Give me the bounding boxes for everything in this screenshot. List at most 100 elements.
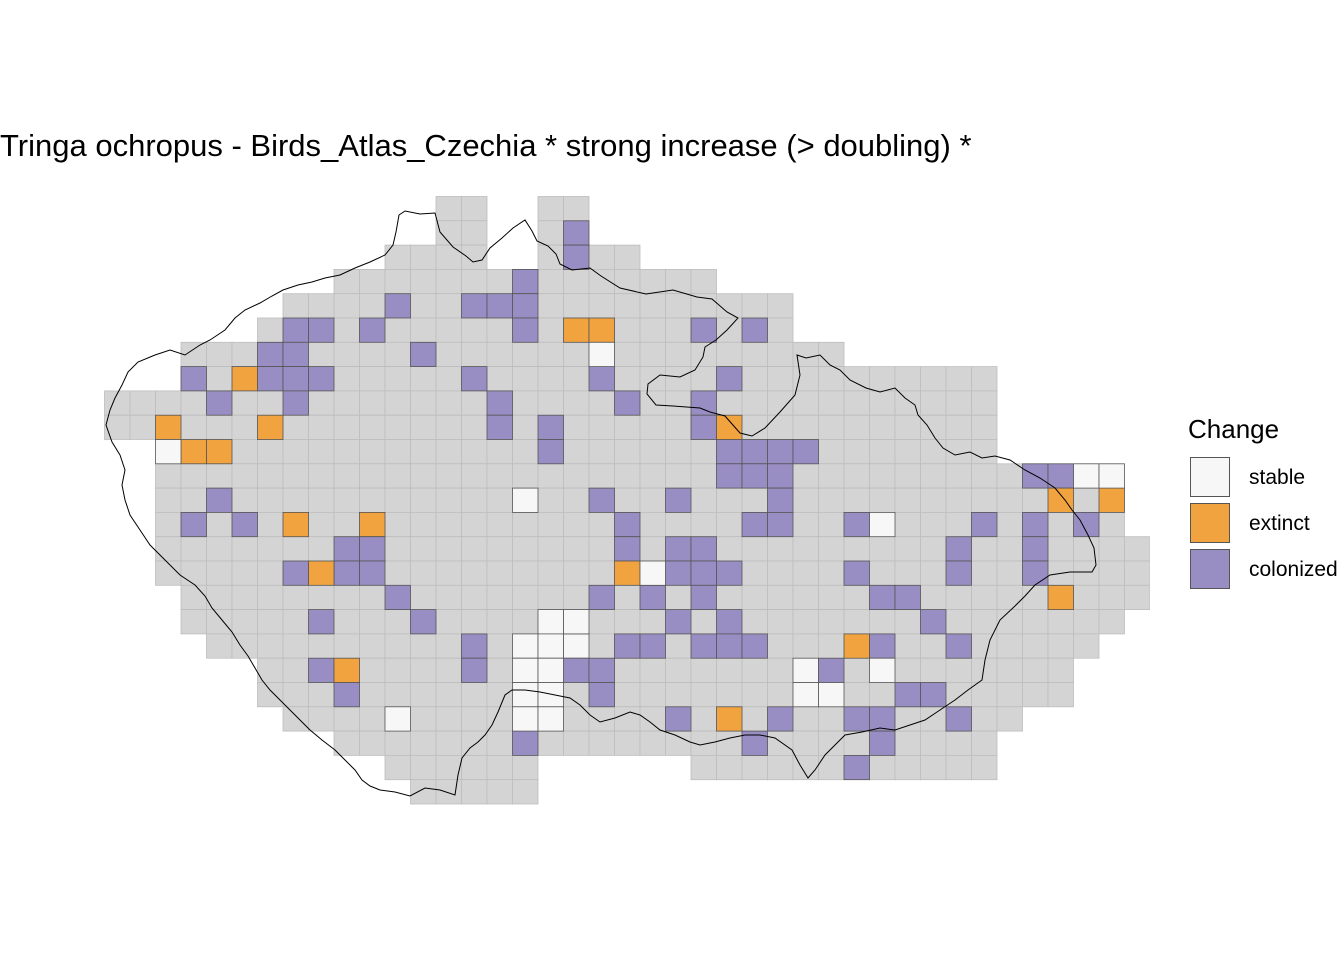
- grid-cell: [716, 341, 743, 367]
- grid-cell: [971, 633, 998, 659]
- grid-cell: [792, 341, 819, 367]
- grid-cell: [435, 390, 462, 416]
- cell-colonized: [690, 414, 717, 440]
- grid-cell: [818, 633, 845, 659]
- grid-cell: [410, 560, 437, 586]
- grid-cell: [588, 244, 615, 270]
- grid-cell: [129, 390, 156, 416]
- grid-cell: [716, 317, 743, 343]
- cell-stable: [512, 487, 539, 513]
- cell-colonized: [843, 755, 870, 781]
- grid-cell: [971, 463, 998, 489]
- grid-cell: [206, 560, 233, 586]
- cell-colonized: [945, 536, 972, 562]
- grid-cell: [563, 512, 590, 538]
- cell-colonized: [410, 341, 437, 367]
- grid-cell: [512, 439, 539, 465]
- grid-cell: [359, 341, 386, 367]
- grid-cell: [563, 682, 590, 708]
- grid-cell: [206, 512, 233, 538]
- grid-cell: [410, 390, 437, 416]
- grid-cell: [639, 293, 666, 319]
- grid-cell: [996, 512, 1023, 538]
- grid-cell: [869, 390, 896, 416]
- cell-extinct: [563, 317, 590, 343]
- cell-extinct: [333, 657, 360, 683]
- grid-cell: [843, 536, 870, 562]
- cell-colonized: [792, 439, 819, 465]
- cell-stable: [1073, 463, 1100, 489]
- grid-cell: [716, 536, 743, 562]
- grid-cell: [996, 487, 1023, 513]
- cell-colonized: [231, 512, 258, 538]
- grid-cell: [690, 268, 717, 295]
- grid-cell: [333, 584, 360, 610]
- grid-cell: [945, 390, 972, 416]
- grid-cell: [231, 390, 258, 416]
- grid-cell: [231, 633, 258, 659]
- cell-colonized: [588, 366, 615, 392]
- grid-cell: [843, 487, 870, 513]
- grid-cell: [690, 657, 717, 683]
- grid-cell: [461, 487, 488, 513]
- cell-colonized: [716, 633, 743, 659]
- grid-cell: [359, 293, 386, 319]
- grid-cell: [767, 633, 794, 659]
- grid-cell: [461, 609, 488, 635]
- cell-colonized: [690, 390, 717, 416]
- cell-colonized: [588, 682, 615, 708]
- grid-cell: [435, 196, 462, 222]
- grid-cell: [843, 657, 870, 683]
- grid-cell: [231, 439, 258, 465]
- cell-colonized: [461, 633, 488, 659]
- grid-cell: [767, 341, 794, 367]
- grid-cell: [435, 609, 462, 635]
- grid-cell: [359, 366, 386, 392]
- grid-cell: [588, 439, 615, 465]
- grid-cell: [180, 609, 207, 635]
- grid-cell: [792, 730, 819, 756]
- cell-colonized: [1022, 536, 1049, 562]
- grid-cell: [257, 682, 284, 708]
- cell-colonized: [614, 512, 641, 538]
- legend-swatch-stable: [1190, 457, 1230, 497]
- grid-cell: [282, 293, 309, 319]
- cell-colonized: [639, 584, 666, 610]
- grid-cell: [971, 609, 998, 635]
- grid-cell: [690, 706, 717, 732]
- cell-colonized: [869, 584, 896, 610]
- grid-cell: [180, 414, 207, 440]
- grid-cell: [894, 366, 921, 392]
- grid-cell: [1047, 657, 1074, 683]
- grid-cell: [614, 609, 641, 635]
- grid-cell: [894, 414, 921, 440]
- cell-colonized: [461, 657, 488, 683]
- grid-cell: [996, 536, 1023, 562]
- grid-cell: [894, 463, 921, 489]
- grid-cell: [920, 390, 947, 416]
- grid-cell: [767, 609, 794, 635]
- grid-cell: [308, 341, 335, 367]
- grid-cell: [1022, 584, 1049, 610]
- grid-cell: [537, 536, 564, 562]
- grid-cell: [435, 244, 462, 270]
- legend: Change stable extinct colonized: [1188, 414, 1338, 595]
- cell-colonized: [257, 366, 284, 392]
- grid-cell: [767, 560, 794, 586]
- grid-cell: [971, 487, 998, 513]
- grid-cell: [843, 439, 870, 465]
- grid-cell: [1073, 560, 1100, 586]
- grid-cell: [537, 463, 564, 489]
- grid-cell: [129, 414, 156, 440]
- grid-cell: [359, 390, 386, 416]
- grid-cell: [410, 317, 437, 343]
- grid-cell: [512, 779, 539, 805]
- grid-cell: [792, 560, 819, 586]
- cell-extinct: [282, 512, 309, 538]
- grid-cell: [945, 439, 972, 465]
- cell-colonized: [869, 730, 896, 756]
- grid-cell: [231, 414, 258, 440]
- grid-cell: [410, 244, 437, 270]
- legend-item-colonized: colonized: [1188, 549, 1338, 595]
- grid-cell: [767, 682, 794, 708]
